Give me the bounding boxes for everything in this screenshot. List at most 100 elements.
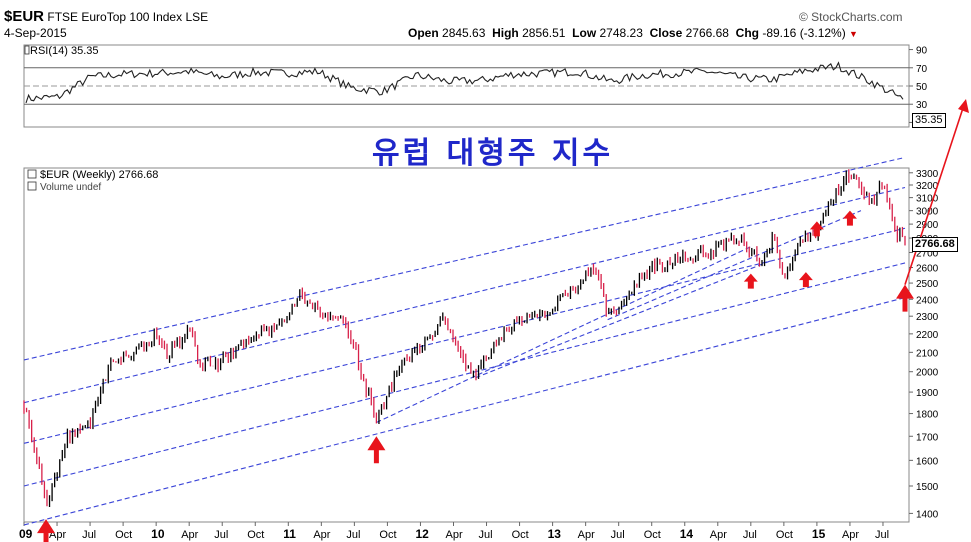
rsi-reference-lines — [24, 67, 909, 105]
index-name: FTSE EuroTop 100 Index — [47, 10, 183, 24]
high-label: High — [492, 26, 519, 40]
stockcharts-watermark[interactable]: © StockCharts.com — [799, 10, 903, 24]
projection-arrow-line — [904, 107, 964, 285]
rsi-line — [25, 61, 904, 104]
low-value: 2748.23 — [599, 26, 643, 40]
price-legend: $EUR (Weekly) 2766.68 — [40, 169, 158, 181]
arrow-head-icon — [958, 99, 969, 113]
ohlc-readout: Open 2845.63 High 2856.51 Low 2748.23 Cl… — [408, 26, 858, 40]
time-tick-label: Apr — [313, 529, 330, 541]
korean-annotation: 유럽 대형주 지수 — [372, 136, 614, 171]
close-value: 2766.68 — [685, 26, 729, 40]
rsi-tick-label: 70 — [916, 64, 928, 75]
price-current-value-tag: 2766.68 — [912, 237, 958, 252]
time-tick-label: Oct — [379, 529, 396, 541]
open-label: Open — [408, 26, 439, 40]
time-tick-label: 09 — [19, 527, 33, 541]
time-tick-label: Oct — [115, 529, 132, 541]
time-tick-label: 10 — [151, 527, 165, 541]
time-tick-label: Apr — [445, 529, 462, 541]
up-arrow-icon — [367, 436, 386, 464]
projection-arrow — [904, 99, 969, 285]
up-arrow-icon — [743, 273, 758, 289]
channel-line — [23, 156, 906, 361]
low-label: Low — [572, 26, 597, 40]
up-arrow-icon — [798, 272, 813, 288]
price-tick-label: 3100 — [916, 194, 939, 205]
price-tick-label: 2000 — [916, 368, 939, 379]
volume-legend-icon — [27, 181, 37, 191]
exchange: LSE — [185, 10, 209, 24]
symbol: $EUR — [4, 8, 45, 25]
time-tick-label: 13 — [548, 527, 562, 541]
rsi-legend-icon — [24, 45, 30, 55]
price-tick-label: 2400 — [916, 295, 939, 306]
support-line — [475, 259, 774, 379]
time-tick-label: 11 — [283, 527, 296, 541]
open-value: 2845.63 — [442, 26, 486, 40]
time-tick-label: Apr — [710, 529, 727, 541]
support-line — [607, 210, 862, 321]
time-tick-label: Apr — [181, 529, 198, 541]
rsi-tick-label: 50 — [916, 82, 928, 93]
support-lines — [376, 210, 862, 423]
time-tick-label: Jul — [82, 529, 96, 541]
chg-label: Chg — [735, 26, 759, 40]
price-tick-label: 2200 — [916, 330, 939, 341]
price-tick-label: 1500 — [916, 482, 939, 493]
chart-symbol-line: $EUR FTSE EuroTop 100 Index LSE — [4, 8, 208, 25]
channel-line — [23, 186, 906, 404]
price-axis: 1400 1500 1600 1700 1800 1900 2000 2100 2200 2300… — [909, 169, 939, 520]
price-tick-label: 2900 — [916, 220, 939, 231]
rsi-tick-label: 90 — [916, 46, 928, 57]
time-tick-label: Apr — [578, 529, 595, 541]
time-tick-label: Oct — [512, 529, 529, 541]
time-tick-label: Oct — [776, 529, 793, 541]
price-tick-label: 2300 — [916, 312, 939, 323]
up-arrow-icon — [896, 284, 914, 312]
time-tick-label: Jul — [743, 529, 757, 541]
time-tick-label: Jul — [479, 529, 493, 541]
price-tick-label: 3000 — [916, 207, 939, 218]
time-tick-label: Jul — [214, 529, 228, 541]
price-tick-label: 1800 — [916, 410, 939, 421]
price-tick-label: 2100 — [916, 348, 939, 359]
price-tick-label: 2700 — [916, 248, 939, 259]
support-line — [376, 246, 752, 423]
up-arrow-icon — [809, 221, 824, 237]
time-tick-label: 12 — [415, 527, 429, 541]
up-arrow-icon — [842, 210, 857, 226]
price-tick-label: 3300 — [916, 169, 939, 180]
time-tick-label: 15 — [812, 527, 826, 541]
price-tick-label: 1700 — [916, 432, 939, 443]
arrow-markers — [37, 210, 914, 542]
price-tick-label: 1600 — [916, 456, 939, 467]
price-tick-label: 2500 — [916, 279, 939, 290]
price-bars — [23, 169, 906, 507]
rsi-label: RSI(14) 35.35 — [30, 45, 98, 57]
time-tick-label: Jul — [346, 529, 360, 541]
time-tick-label: Apr — [842, 529, 859, 541]
price-tick-label: 3200 — [916, 181, 939, 192]
price-panel-frame — [23, 167, 910, 523]
time-tick-label: Jul — [875, 529, 889, 541]
rsi-current-value-tag: 35.35 — [912, 113, 946, 128]
rsi-tick-label: 30 — [916, 100, 928, 111]
price-legend-icon — [27, 169, 37, 179]
volume-legend: Volume undef — [40, 182, 101, 193]
time-tick-label: Oct — [247, 529, 264, 541]
time-tick-label: Jul — [611, 529, 625, 541]
up-arrow-icon — [37, 519, 56, 542]
channel-line — [23, 227, 906, 444]
high-value: 2856.51 — [522, 26, 566, 40]
time-tick-label: 14 — [680, 527, 694, 541]
price-tick-label: 1900 — [916, 388, 939, 399]
chg-value: -89.16 (-3.12%) — [762, 26, 846, 40]
close-label: Close — [649, 26, 683, 40]
price-tick-label: 2600 — [916, 263, 939, 274]
chart-date: 4-Sep-2015 — [4, 26, 67, 40]
down-triangle-icon: ▼ — [849, 29, 858, 39]
price-tick-label: 1400 — [916, 509, 939, 520]
time-tick-label: Oct — [644, 529, 661, 541]
